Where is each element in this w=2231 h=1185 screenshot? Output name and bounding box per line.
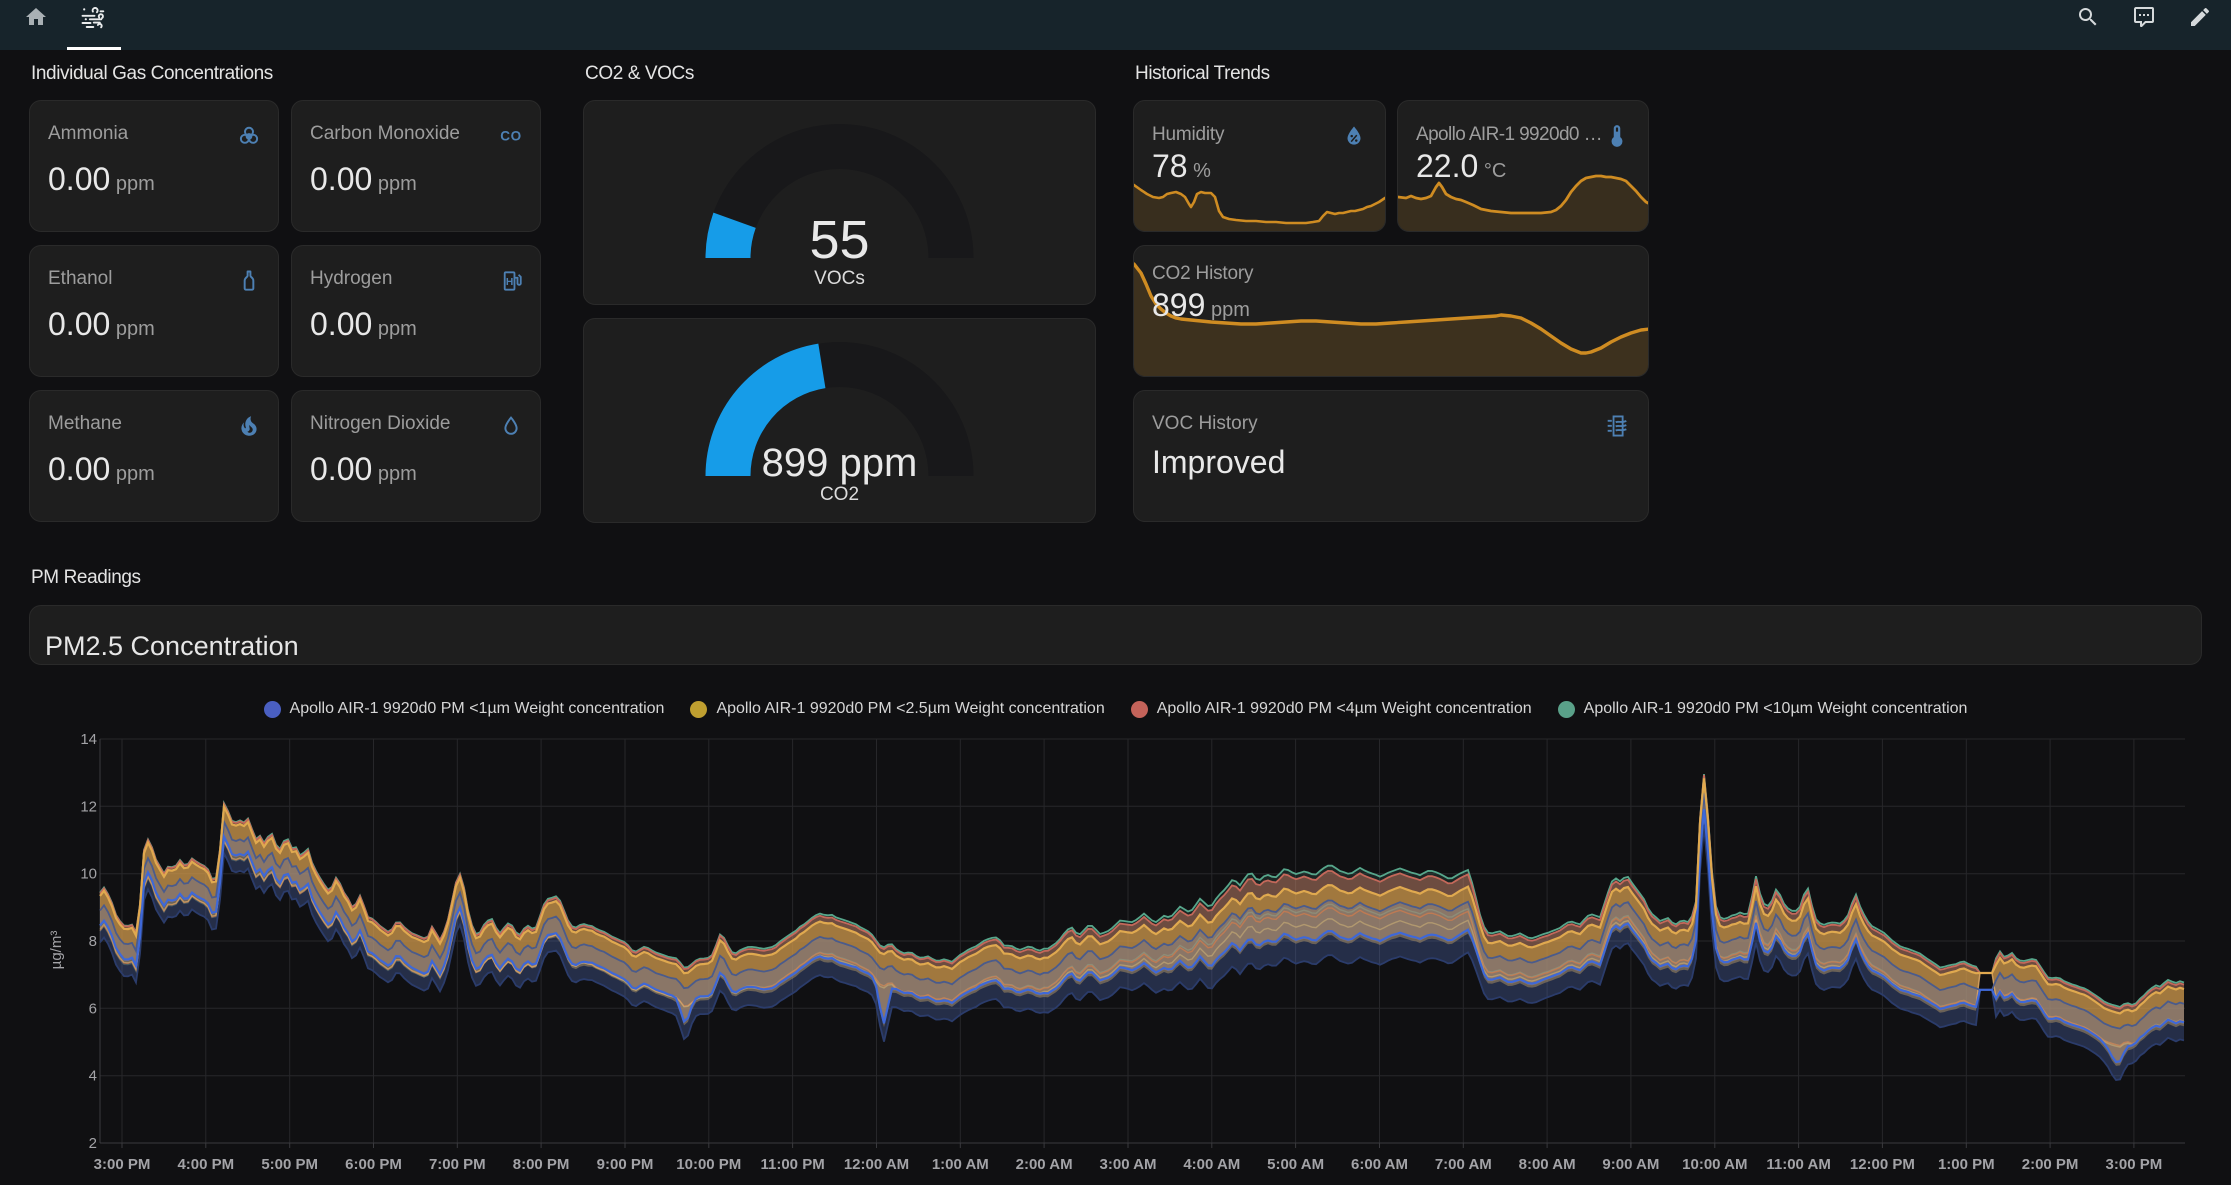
svg-text:11:00 PM: 11:00 PM bbox=[760, 1156, 824, 1173]
svg-text:10: 10 bbox=[80, 866, 97, 883]
svg-text:2:00 AM: 2:00 AM bbox=[1016, 1156, 1073, 1173]
svg-text:2: 2 bbox=[89, 1135, 97, 1152]
svg-text:14: 14 bbox=[80, 731, 97, 748]
svg-text:6: 6 bbox=[89, 1000, 97, 1017]
svg-text:9:00 PM: 9:00 PM bbox=[597, 1156, 654, 1173]
svg-text:CO2: CO2 bbox=[820, 484, 859, 505]
svg-text:5:00 AM: 5:00 AM bbox=[1267, 1156, 1324, 1173]
svg-text:1:00 PM: 1:00 PM bbox=[1938, 1156, 1995, 1173]
svg-text:VOCs: VOCs bbox=[814, 268, 865, 289]
svg-text:6:00 PM: 6:00 PM bbox=[345, 1156, 402, 1173]
svg-text:8:00 AM: 8:00 AM bbox=[1519, 1156, 1576, 1173]
svg-text:12:00 AM: 12:00 AM bbox=[844, 1156, 909, 1173]
svg-text:10:00 AM: 10:00 AM bbox=[1682, 1156, 1747, 1173]
svg-text:12: 12 bbox=[80, 798, 97, 815]
svg-text:11:00 AM: 11:00 AM bbox=[1766, 1156, 1830, 1173]
svg-text:10:00 PM: 10:00 PM bbox=[676, 1156, 741, 1173]
svg-text:6:00 AM: 6:00 AM bbox=[1351, 1156, 1408, 1173]
svg-text:8: 8 bbox=[89, 933, 97, 950]
svg-text:7:00 PM: 7:00 PM bbox=[429, 1156, 486, 1173]
svg-text:899 ppm: 899 ppm bbox=[762, 441, 918, 485]
svg-text:12:00 PM: 12:00 PM bbox=[1850, 1156, 1915, 1173]
svg-text:3:00 AM: 3:00 AM bbox=[1100, 1156, 1157, 1173]
svg-text:3:00 PM: 3:00 PM bbox=[2106, 1156, 2163, 1173]
svg-text:H: H bbox=[506, 277, 513, 288]
svg-text:4: 4 bbox=[89, 1068, 97, 1085]
svg-text:4:00 AM: 4:00 AM bbox=[1183, 1156, 1240, 1173]
svg-text:4:00 PM: 4:00 PM bbox=[177, 1156, 234, 1173]
svg-text:CO: CO bbox=[500, 129, 521, 144]
svg-text:5:00 PM: 5:00 PM bbox=[261, 1156, 318, 1173]
svg-text:8:00 PM: 8:00 PM bbox=[513, 1156, 570, 1173]
svg-text:2:00 PM: 2:00 PM bbox=[2022, 1156, 2079, 1173]
svg-text:3:00 PM: 3:00 PM bbox=[94, 1156, 151, 1173]
svg-text:9:00 AM: 9:00 AM bbox=[1602, 1156, 1659, 1173]
svg-text:1:00 AM: 1:00 AM bbox=[932, 1156, 989, 1173]
svg-text:7:00 AM: 7:00 AM bbox=[1435, 1156, 1492, 1173]
svg-text:55: 55 bbox=[809, 210, 869, 270]
svg-text:µg/m³: µg/m³ bbox=[48, 931, 65, 970]
